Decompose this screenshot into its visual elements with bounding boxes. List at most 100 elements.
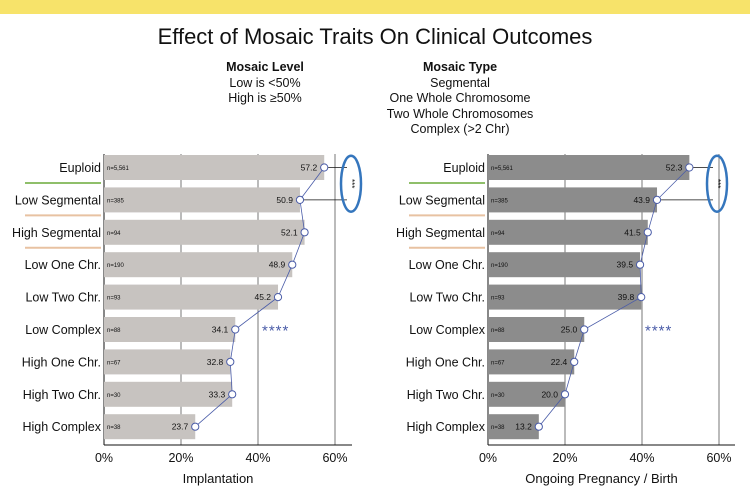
mosaic-type-heading: Mosaic Type [422, 60, 498, 74]
n-label: n=94 [491, 231, 505, 237]
bar [104, 381, 233, 407]
bar [488, 219, 648, 245]
bar [488, 414, 539, 440]
data-point [652, 195, 662, 204]
bar [488, 317, 585, 342]
category-label: Low One Chr. [409, 258, 485, 272]
data-label: 43.9 [633, 195, 650, 205]
category-label: Euploid [59, 161, 101, 175]
data-point [300, 228, 309, 237]
data-label: 45.2 [254, 292, 271, 302]
x-tick-label: 40% [245, 451, 270, 465]
n-label: n=5,561 [491, 166, 514, 172]
data-point [295, 195, 305, 204]
category-label: High Two Chr. [23, 388, 101, 402]
significance-oval [339, 154, 363, 213]
data-label: 13.2 [515, 422, 532, 432]
data-point [534, 422, 543, 431]
top-accent-bar [0, 0, 750, 14]
data-point [226, 357, 235, 366]
x-axis-title: Ongoing Pregnancy / Birth [525, 471, 677, 486]
data-label: 50.9 [276, 195, 293, 205]
category-label: High Complex [406, 420, 485, 434]
data-point [643, 228, 652, 237]
mosaic-level-legend: Mosaic Level Low is <50% High is ≥50% [170, 60, 360, 107]
category-label: Low Segmental [399, 193, 485, 207]
data-label: 39.8 [618, 292, 635, 302]
category-label: Low Two Chr. [409, 291, 485, 305]
n-label: n=38 [491, 425, 505, 431]
significance-stars: **** [262, 323, 289, 340]
data-point [685, 163, 694, 172]
data-label: 48.9 [269, 260, 286, 270]
bar [104, 349, 231, 375]
data-label: 20.0 [541, 389, 558, 399]
significance-mark: *** [347, 179, 356, 188]
category-label: Low One Chr. [25, 258, 101, 272]
mosaic-level-line: High is ≥50% [228, 91, 302, 105]
bar [104, 219, 305, 245]
category-label: High Two Chr. [407, 388, 485, 402]
data-point [635, 260, 645, 269]
data-label: 52.3 [666, 163, 683, 173]
x-tick-label: 20% [552, 451, 577, 465]
x-axis-title: Implantation [183, 471, 254, 486]
bar [104, 317, 236, 342]
mosaic-type-line: Two Whole Chromosomes [386, 106, 534, 121]
significance-mark: *** [713, 179, 722, 188]
data-point [228, 390, 237, 399]
category-label: Low Complex [409, 323, 485, 337]
bar [488, 381, 565, 407]
bar [488, 349, 575, 375]
bar [488, 187, 658, 213]
chart-title: Effect of Mosaic Traits On Clinical Outc… [157, 24, 593, 49]
significance-stars: **** [645, 323, 672, 340]
bar [488, 155, 690, 180]
x-tick-label: 60% [706, 451, 731, 465]
category-label: High One Chr. [22, 355, 101, 369]
data-point [273, 293, 283, 302]
bar [104, 252, 293, 278]
data-label: 52.1 [281, 227, 298, 237]
x-tick-label: 60% [322, 451, 347, 465]
n-label: n=88 [107, 328, 121, 334]
data-label: 25.0 [561, 325, 578, 335]
data-point [191, 422, 200, 431]
n-label: n=30 [107, 393, 121, 399]
n-label: n=94 [107, 231, 121, 237]
data-label: 39.5 [617, 260, 634, 270]
data-point [320, 163, 329, 172]
mosaic-type-line: One Whole Chromosome [389, 91, 531, 105]
n-label: n=93 [491, 296, 505, 302]
data-label: 41.5 [624, 227, 641, 237]
category-label: High Segmental [12, 226, 101, 240]
n-label: n=190 [491, 263, 509, 269]
mosaic-type-legend: Mosaic Type Segmental One Whole Chromoso… [360, 60, 560, 138]
data-label: 34.1 [212, 325, 229, 335]
significance-oval [705, 154, 729, 213]
x-tick-label: 40% [629, 451, 654, 465]
n-label: n=93 [107, 296, 121, 302]
category-label: Low Two Chr. [25, 291, 101, 305]
data-label: 22.4 [551, 357, 568, 367]
category-label: High Segmental [396, 226, 485, 240]
data-point [288, 260, 297, 269]
n-label: n=67 [107, 360, 121, 366]
mosaic-level-line: Low is <50% [229, 75, 301, 90]
category-label: Euploid [443, 161, 485, 175]
n-label: n=5,561 [107, 166, 130, 172]
data-label: 32.8 [207, 357, 224, 367]
bar [104, 414, 196, 440]
x-tick-label: 20% [168, 451, 193, 465]
category-label: High Complex [22, 420, 101, 434]
mosaic-type-line: Segmental [430, 75, 490, 90]
category-label: Low Segmental [15, 193, 101, 207]
n-label: n=38 [107, 425, 121, 431]
n-label: n=88 [491, 328, 505, 334]
category-label: High One Chr. [406, 355, 485, 369]
bar [104, 155, 325, 180]
n-label: n=190 [107, 263, 125, 269]
mosaic-type-line: Complex (>2 Chr) [410, 122, 510, 136]
data-point [580, 325, 589, 334]
